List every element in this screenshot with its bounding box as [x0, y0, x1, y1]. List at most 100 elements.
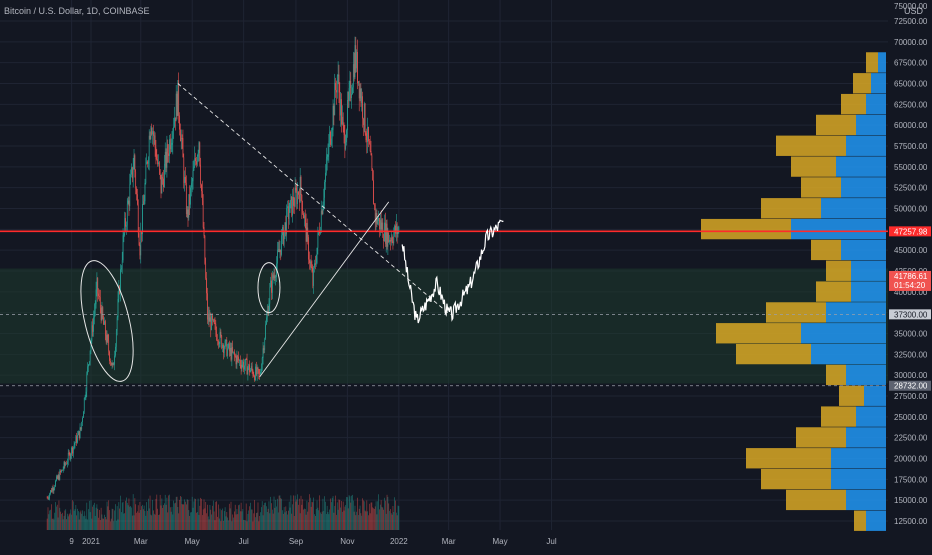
- candle-body: [120, 269, 121, 294]
- candle-body: [266, 317, 267, 325]
- volume-bar: [309, 494, 310, 530]
- volume-bar: [64, 510, 66, 530]
- candle-body: [352, 64, 354, 88]
- candle-body: [148, 135, 150, 160]
- volume-bar: [289, 507, 291, 530]
- price-axis-label: 45000.00: [894, 246, 928, 255]
- volume-bar: [235, 514, 237, 530]
- candle-body: [87, 366, 88, 374]
- candle-body: [75, 436, 77, 443]
- volume-bar: [363, 500, 364, 530]
- volume-bar: [322, 498, 324, 530]
- volume-profile-bar-gold: [821, 406, 856, 427]
- volume-bar: [300, 495, 302, 530]
- candle-body: [393, 233, 395, 244]
- price-axis-label: 20000.00: [894, 455, 928, 464]
- candle-body: [317, 232, 319, 248]
- candle-body: [159, 169, 161, 175]
- volume-bar: [358, 515, 359, 530]
- candle-body: [367, 126, 368, 142]
- volume-bar: [52, 518, 54, 530]
- volume-bar: [99, 520, 101, 530]
- volume-bar: [168, 495, 169, 530]
- volume-profile-bar-blue: [866, 93, 886, 115]
- volume-bar: [149, 495, 151, 530]
- volume-bar: [244, 520, 246, 530]
- candle-body: [144, 182, 146, 202]
- volume-bar: [127, 505, 129, 530]
- volume-bar: [350, 502, 352, 530]
- candle-body: [250, 366, 252, 370]
- volume-profile-bar-blue: [846, 135, 886, 156]
- candle-body: [292, 196, 293, 216]
- candle-body: [89, 350, 91, 362]
- volume-bar: [303, 509, 304, 530]
- volume-profile-bar-gold: [716, 323, 801, 344]
- candle-body: [310, 261, 312, 268]
- volume-bar: [141, 506, 142, 530]
- volume-bar: [179, 500, 180, 530]
- candle-body: [220, 331, 222, 336]
- volume-bar: [384, 500, 386, 530]
- volume-bar: [369, 513, 371, 530]
- volume-bar: [129, 506, 131, 530]
- volume-bar: [380, 500, 382, 530]
- candle-body: [71, 447, 72, 455]
- volume-bar: [197, 498, 199, 530]
- volume-bar: [92, 506, 94, 530]
- volume-bar: [320, 513, 322, 530]
- candle-body: [66, 463, 67, 465]
- volume-bar: [282, 513, 284, 530]
- candle-body: [105, 335, 107, 343]
- candle-body: [231, 347, 233, 360]
- candle-body: [70, 454, 72, 459]
- candle-body: [274, 275, 276, 278]
- candle-body: [255, 366, 257, 375]
- candle-body: [50, 490, 51, 494]
- volume-bar: [307, 511, 309, 530]
- volume-bar: [269, 513, 271, 530]
- candle-body: [52, 487, 54, 491]
- time-axis-label: Nov: [340, 537, 354, 546]
- candle-body: [94, 310, 95, 318]
- volume-bar: [304, 509, 306, 530]
- volume-profile-bar-blue: [878, 52, 886, 73]
- candle-body: [182, 138, 184, 158]
- candle-body: [158, 162, 159, 165]
- volume-bar: [230, 501, 232, 530]
- candle-body: [360, 88, 362, 103]
- volume-bar: [323, 510, 325, 530]
- candle-body: [337, 74, 339, 76]
- volume-bar: [234, 511, 235, 530]
- volume-profile-bar-blue: [856, 406, 886, 427]
- current-price-tag: 47257.98: [894, 227, 928, 236]
- support-tag-box: [889, 309, 931, 320]
- volume-bar: [360, 513, 362, 530]
- volume-bar: [46, 518, 48, 530]
- candle-body: [82, 417, 83, 423]
- volume-bar: [273, 496, 275, 530]
- price-axis-label: 17500.00: [894, 475, 928, 484]
- volume-profile-bar-gold: [839, 385, 864, 406]
- volume-bar: [324, 496, 325, 530]
- candle-body: [47, 497, 49, 499]
- ascending-trendline: [259, 201, 390, 378]
- countdown-timer: 01:54:20: [894, 281, 926, 290]
- candle-body: [67, 461, 68, 464]
- candle-body: [72, 446, 74, 454]
- volume-bar: [201, 498, 202, 530]
- volume-profile-bar-gold: [811, 239, 841, 261]
- candle-body: [258, 369, 260, 374]
- volume-bar: [72, 501, 74, 530]
- candle-body: [93, 317, 94, 332]
- candle-body: [332, 105, 334, 130]
- volume-bar: [305, 514, 307, 530]
- candle-body: [322, 204, 324, 214]
- candle-body: [228, 343, 229, 349]
- candle-body: [354, 45, 356, 78]
- candle-body: [131, 167, 133, 179]
- volume-bar: [74, 509, 76, 530]
- candle-body: [195, 158, 196, 162]
